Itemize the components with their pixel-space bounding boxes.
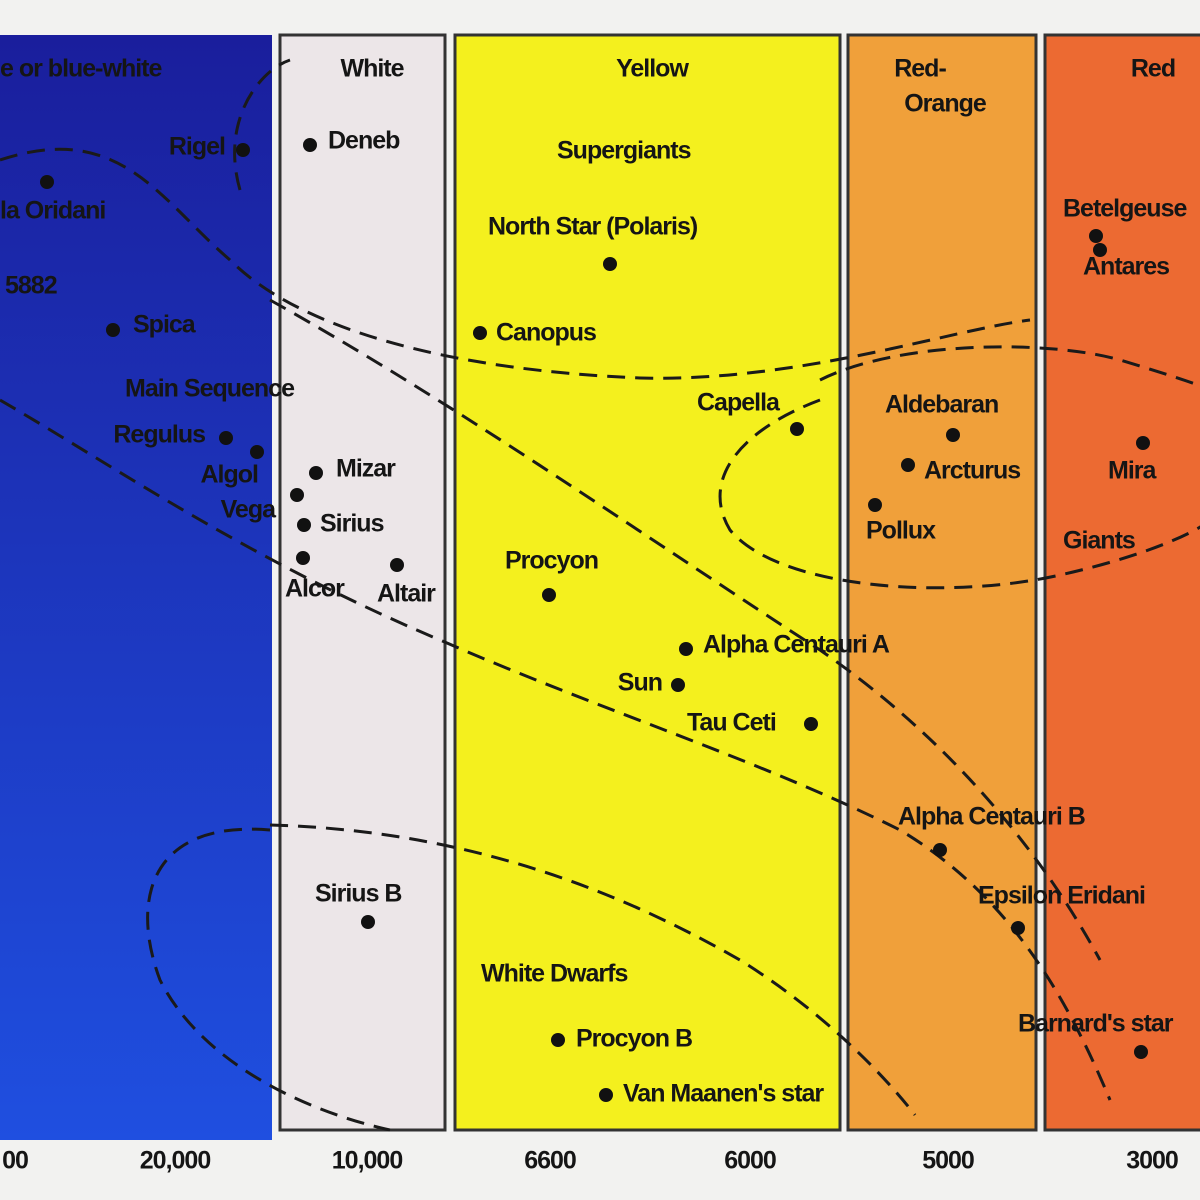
- star-dot: [297, 518, 311, 532]
- band-label: Red: [1131, 55, 1175, 83]
- axis-label: 5000: [922, 1147, 974, 1175]
- axis-label: 10,000: [332, 1147, 403, 1175]
- star-label: Alpha Centauri B: [898, 803, 1085, 831]
- star-dot: [1134, 1045, 1148, 1059]
- star-label: Epsilon Eridani: [978, 882, 1145, 910]
- star-label: Aldebaran: [885, 391, 998, 419]
- star-dot: [290, 488, 304, 502]
- axis-label: 20,000: [140, 1147, 211, 1175]
- star-dot: [309, 466, 323, 480]
- star-dot: [603, 257, 617, 271]
- main-sequence-lower: [0, 398, 1112, 1101]
- white-dwarf-outline: [146, 827, 391, 1132]
- star-dot: [946, 428, 960, 442]
- star-dot: [1093, 243, 1107, 257]
- star-label: Sirius B: [315, 880, 401, 908]
- star-label: Mira: [1108, 457, 1158, 485]
- star-dot: [804, 717, 818, 731]
- band-white: [278, 33, 447, 1132]
- star-dot: [40, 175, 54, 189]
- star-label: Spica: [133, 311, 197, 339]
- star-dot: [236, 143, 250, 157]
- star-label: Altair: [377, 580, 436, 608]
- star-label: North Star (Polaris): [488, 213, 698, 241]
- star-label: Barnard's star: [1018, 1010, 1174, 1038]
- band-blue: [0, 35, 272, 1140]
- star-label: Deneb: [328, 127, 400, 155]
- giant-outline: [819, 345, 1200, 388]
- star-dot: [599, 1088, 613, 1102]
- star-dot: [868, 498, 882, 512]
- star-label: Mizar: [336, 455, 396, 483]
- region-label: Main Sequence: [125, 375, 295, 403]
- star-dot: [790, 422, 804, 436]
- white-dwarf-outline: [269, 823, 917, 1116]
- star-label: Alcor: [285, 575, 345, 603]
- star-label: Canopus: [496, 319, 596, 347]
- region-label: Giants: [1063, 527, 1135, 555]
- band-label: Orange: [904, 90, 987, 118]
- region-label: White Dwarfs: [481, 960, 627, 988]
- star-dot: [296, 551, 310, 565]
- band-orange: [846, 33, 1038, 1132]
- main-sequence-upper: [269, 298, 1102, 961]
- star-label: Arcturus: [924, 457, 1020, 485]
- star-dot: [390, 558, 404, 572]
- star-label: Capella: [697, 389, 781, 417]
- star-dot: [1089, 229, 1103, 243]
- star-dot: [219, 431, 233, 445]
- star-label: Tau Ceti: [687, 709, 776, 737]
- axis-label: 6000: [724, 1147, 776, 1175]
- star-label: Sirius: [320, 510, 384, 538]
- star-label: Procyon B: [576, 1025, 692, 1053]
- star-dot: [303, 138, 317, 152]
- giant-outline: [718, 398, 1200, 590]
- star-dot: [361, 915, 375, 929]
- band-label: Yellow: [616, 55, 689, 83]
- star-dot: [1136, 436, 1150, 450]
- band-label: Red-: [894, 55, 946, 83]
- star-dot: [106, 323, 120, 337]
- star-label: Regulus: [113, 421, 205, 449]
- star-label: Vega: [221, 496, 277, 524]
- star-dot: [250, 445, 264, 459]
- star-dot: [671, 678, 685, 692]
- star-label: Rigel: [169, 133, 225, 161]
- star-dot: [1011, 921, 1025, 935]
- star-label: Alpha Centauri A: [703, 631, 890, 659]
- band-red: [1043, 33, 1200, 1132]
- star-dot: [933, 843, 947, 857]
- star-label: Betelgeuse: [1063, 195, 1187, 223]
- supergiant-outline: [0, 147, 1031, 380]
- band-label: e or blue-white: [0, 55, 163, 83]
- star-dot: [542, 588, 556, 602]
- axis-label: 3000: [1126, 1147, 1178, 1175]
- axis-label: 00: [2, 1147, 28, 1175]
- star-label: Van Maanen's star: [623, 1080, 824, 1108]
- star-label: Antares: [1083, 253, 1169, 281]
- star-label: Pollux: [866, 517, 936, 545]
- star-label: Procyon: [505, 547, 598, 575]
- star-dot: [473, 326, 487, 340]
- axis-label: 6600: [524, 1147, 576, 1175]
- star-label: Algol: [201, 461, 259, 489]
- star-label: Sun: [618, 669, 662, 697]
- supergiant-outline: [233, 58, 291, 191]
- star-label: 5882: [5, 272, 57, 300]
- star-label: la Oridani: [0, 197, 105, 225]
- star-dot: [679, 642, 693, 656]
- star-dot: [551, 1033, 565, 1047]
- band-label: White: [340, 55, 404, 83]
- star-dot: [901, 458, 915, 472]
- region-outlines: [0, 58, 1200, 1132]
- region-label: Supergiants: [557, 137, 691, 165]
- band-yellow: [453, 33, 842, 1132]
